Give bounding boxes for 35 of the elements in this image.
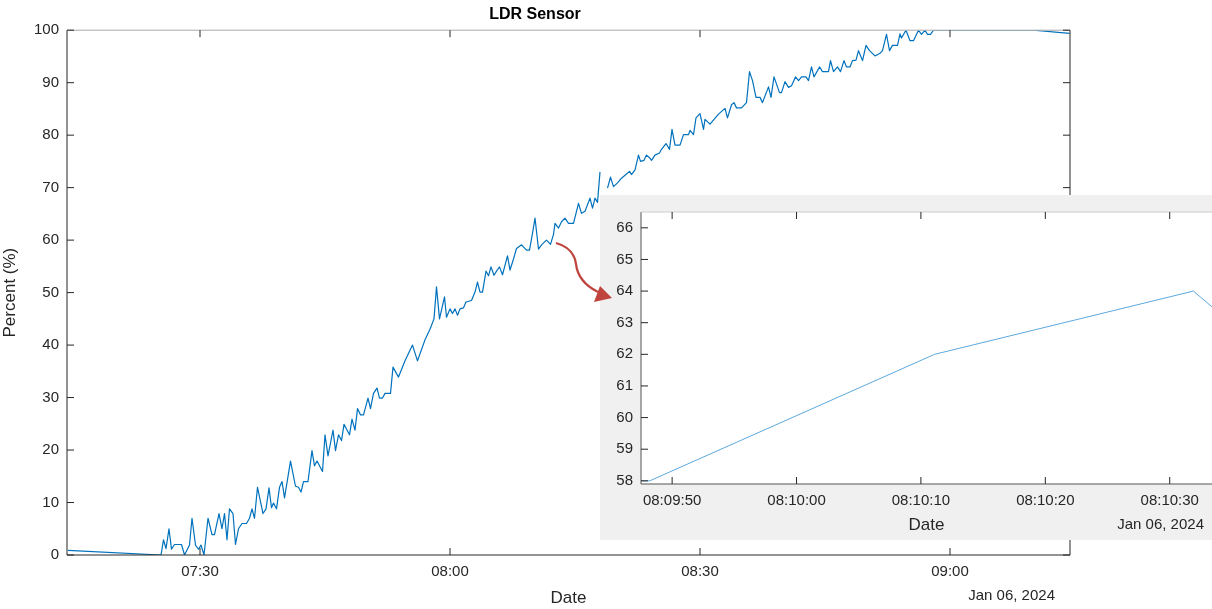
text: Jan 06, 2024: [968, 585, 1055, 603]
x-axis-title: Date: [908, 515, 945, 535]
x-tick-label: 08:10:20: [1016, 491, 1075, 509]
x-tick-label: 08:10:00: [767, 491, 826, 509]
y-tick-label: 50: [42, 282, 59, 300]
text: Jan 06, 2024: [1117, 514, 1204, 532]
x-axis-title: Date: [550, 588, 587, 608]
y-tick-label: 0: [50, 545, 59, 563]
y-tick-label: 59: [616, 439, 633, 457]
x-tick-label: 09:00: [931, 562, 969, 580]
y-tick-label: 66: [616, 217, 633, 235]
y-tick-label: 62: [616, 344, 633, 362]
y-tick-label: 65: [616, 249, 633, 267]
x-tick-label: 08:30: [681, 562, 719, 580]
y-axis-title: Percent (%): [0, 247, 19, 338]
chart-title: LDR Sensor: [489, 5, 581, 23]
y-tick-label: 60: [616, 407, 633, 425]
y-tick-label: 30: [42, 387, 59, 405]
y-tick-label: 64: [616, 281, 633, 299]
y-tick-label: 10: [42, 492, 59, 510]
y-tick-label: 80: [42, 125, 59, 143]
y-tick-label: 60: [42, 230, 59, 248]
y-tick-label: 20: [42, 440, 59, 458]
x-tick-label: 07:30: [181, 562, 219, 580]
x-tick-label: 08:10:30: [1140, 491, 1199, 509]
x-tick-label: 08:10:10: [891, 491, 951, 509]
y-tick-label: 70: [42, 177, 59, 195]
x-tick-label: 08:00: [431, 562, 469, 580]
y-tick-label: 61: [616, 376, 633, 394]
y-tick-label: 100: [33, 20, 59, 38]
y-tick-label: 40: [42, 335, 59, 353]
y-tick-label: 58: [616, 470, 633, 488]
y-tick-label: 63: [616, 312, 633, 330]
x-tick-label: 08:09:50: [642, 491, 702, 509]
y-tick-label: 90: [42, 72, 59, 90]
